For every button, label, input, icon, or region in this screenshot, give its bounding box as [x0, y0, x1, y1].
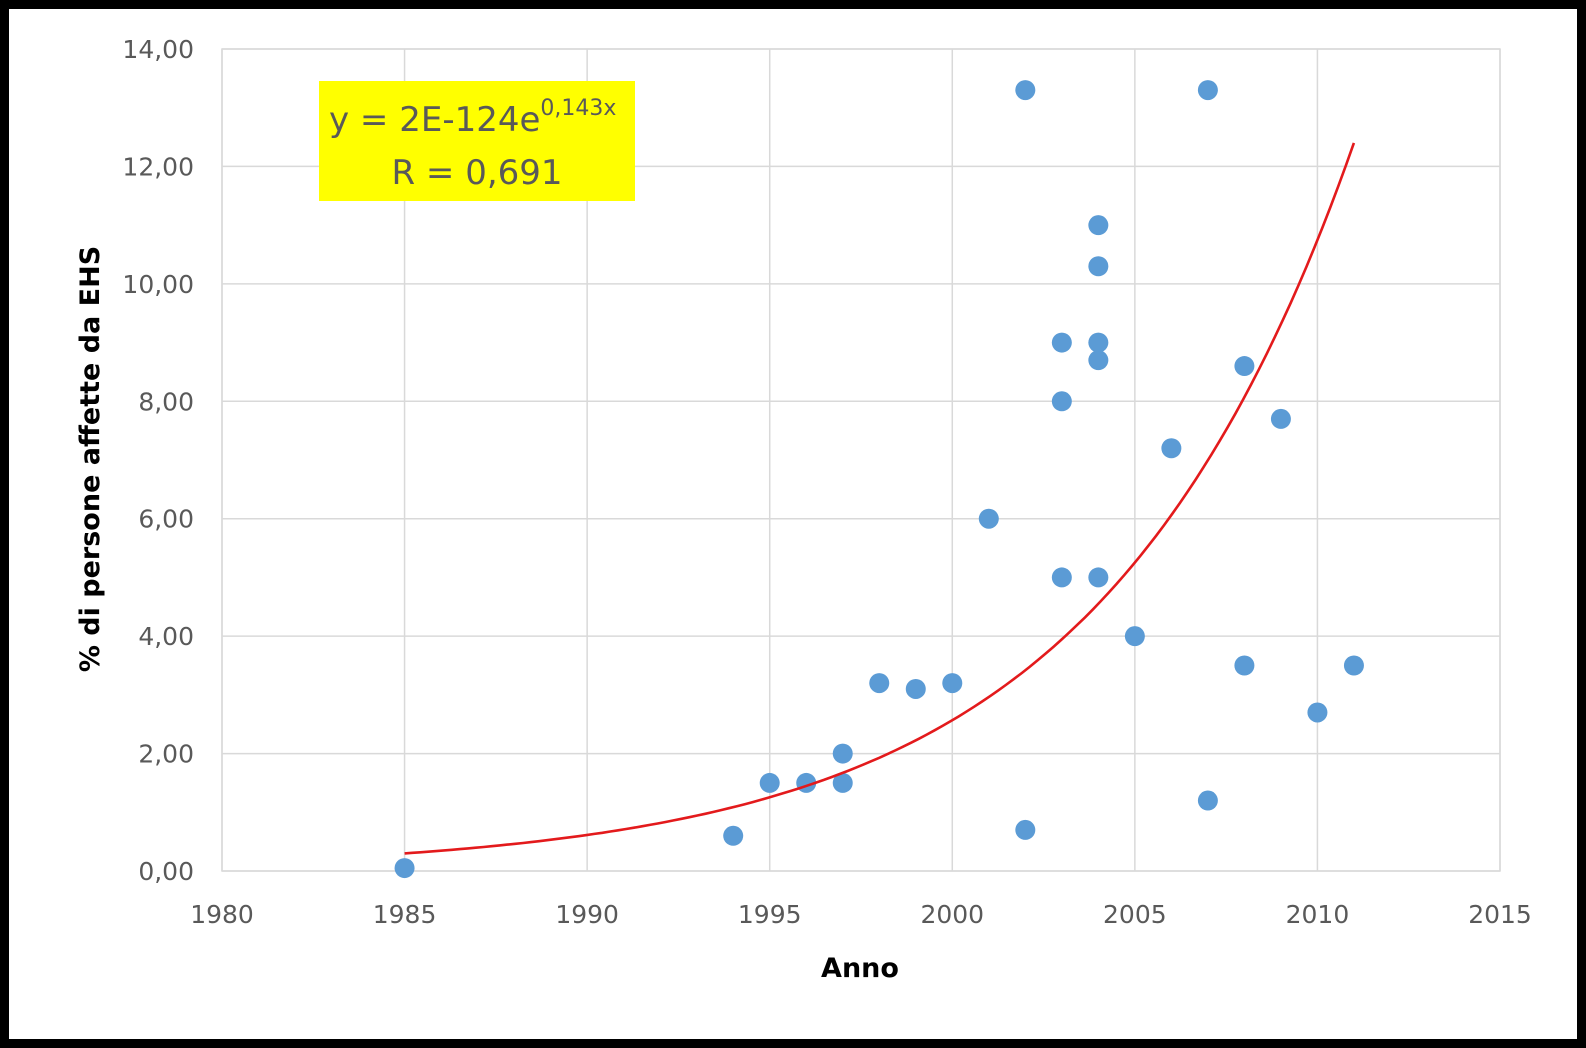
- data-point: [1234, 356, 1255, 377]
- plot-frame: [221, 48, 1501, 872]
- x-tick-label: 2000: [920, 900, 984, 929]
- data-point: [759, 772, 780, 793]
- x-tick-labels: 1980 1985 1990 1995 2000 2005 2010 2015: [190, 900, 1532, 929]
- x-tick-label: 1990: [555, 900, 619, 929]
- trendline-equation-box: y = 2E-124e0,143x R = 0,691: [319, 81, 635, 201]
- x-axis-title: Anno: [821, 953, 899, 984]
- x-tick-label: 2015: [1468, 900, 1532, 929]
- data-point: [832, 743, 853, 764]
- trendline: [404, 142, 1356, 855]
- data-point: [1088, 567, 1109, 588]
- data-point: [1015, 80, 1036, 101]
- scatter-chart: 1980 1985 1990 1995 2000 2005 2010 2015 0,00 2,0…: [75, 35, 1532, 984]
- y-tick-label: 10,00: [122, 270, 194, 299]
- y-tick-label: 14,00: [122, 35, 194, 64]
- data-point: [978, 508, 999, 529]
- data-point: [905, 678, 926, 699]
- data-point: [1015, 819, 1036, 840]
- y-tick-label: 8,00: [138, 387, 194, 416]
- data-point: [1270, 408, 1291, 429]
- x-tick-label: 1995: [738, 900, 802, 929]
- data-point: [1234, 655, 1255, 676]
- data-point: [1124, 626, 1145, 647]
- data-point: [832, 772, 853, 793]
- r-value-text: R = 0,691: [391, 153, 562, 193]
- data-point: [1161, 438, 1182, 459]
- data-point: [394, 858, 415, 879]
- y-tick-label: 2,00: [138, 740, 194, 769]
- data-point: [1307, 702, 1328, 723]
- equation-background: [319, 81, 635, 201]
- y-tick-label: 6,00: [138, 505, 194, 534]
- data-point: [1197, 80, 1218, 101]
- chart-area: 1980 1985 1990 1995 2000 2005 2010 2015 0,00 2,0…: [9, 9, 1577, 1039]
- data-point: [1088, 332, 1109, 353]
- equation-exponent: 0,143x: [540, 96, 616, 121]
- data-point: [1088, 215, 1109, 236]
- data-point: [723, 825, 744, 846]
- data-point: [1343, 655, 1364, 676]
- data-point: [1197, 790, 1218, 811]
- y-tick-label: 0,00: [138, 857, 194, 886]
- data-points: [394, 80, 1364, 879]
- y-axis-title: % di persone affette da EHS: [75, 246, 106, 672]
- data-point: [1088, 350, 1109, 371]
- y-tick-label: 12,00: [122, 152, 194, 181]
- data-point: [1088, 256, 1109, 277]
- x-tick-label: 2010: [1286, 900, 1350, 929]
- data-point: [869, 673, 890, 694]
- equation-prefix: y = 2E-124e: [329, 100, 540, 140]
- x-tick-label: 1985: [373, 900, 437, 929]
- data-point: [1051, 567, 1072, 588]
- equation-text: y = 2E-124e0,143x: [329, 96, 616, 140]
- y-tick-labels: 0,00 2,00 4,00 6,00 8,00 10,00 12,00 14,00: [122, 35, 194, 886]
- x-tick-label: 2005: [1103, 900, 1167, 929]
- data-point: [1051, 391, 1072, 412]
- data-point: [1051, 332, 1072, 353]
- x-tick-label: 1980: [190, 900, 254, 929]
- y-tick-label: 4,00: [138, 622, 194, 651]
- data-point: [942, 673, 963, 694]
